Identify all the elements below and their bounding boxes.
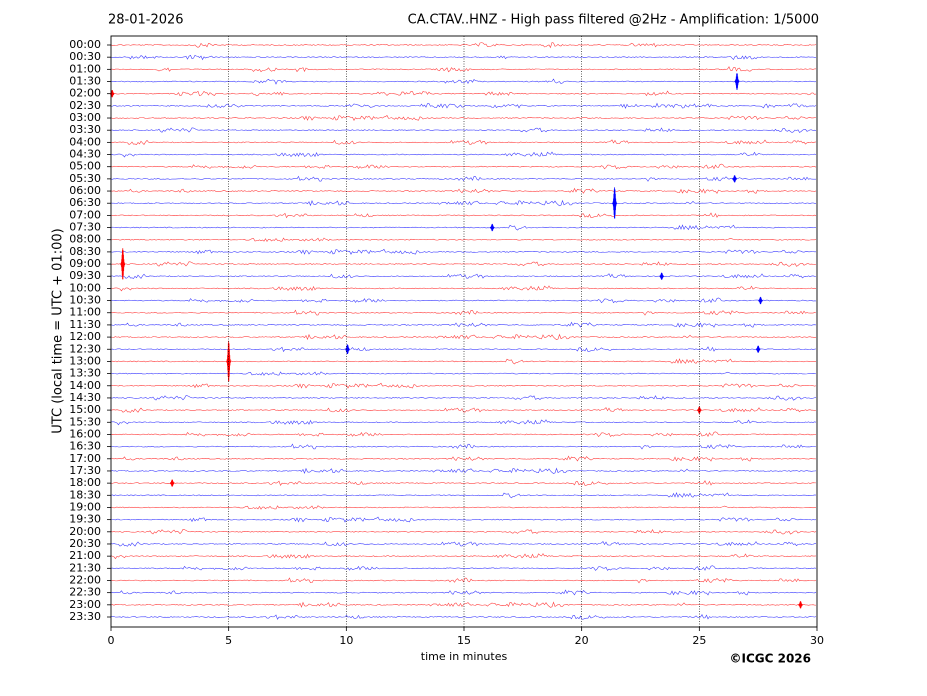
x-tick-label: 20 (575, 634, 589, 647)
trace (110, 492, 817, 499)
y-tick-label: 08:30 (69, 245, 101, 258)
trace (110, 321, 817, 328)
y-tick-label: 20:00 (69, 525, 101, 538)
y-tick-label: 23:30 (69, 610, 101, 623)
trace (110, 54, 817, 61)
y-tick-label: 03:30 (69, 123, 101, 136)
y-tick-label: 14:30 (69, 391, 101, 404)
trace (110, 139, 817, 146)
trace (110, 127, 817, 133)
trace (110, 102, 817, 109)
y-tick-label: 21:00 (69, 549, 101, 562)
y-tick-label: 01:00 (69, 62, 101, 75)
y-tick-label: 04:00 (69, 135, 101, 148)
trace (110, 285, 817, 292)
trace (110, 66, 817, 73)
y-tick-label: 23:00 (69, 598, 101, 611)
event (755, 345, 761, 353)
y-tick-label: 11:30 (69, 318, 101, 331)
chart-title: CA.CTAV..HNZ - High pass filtered @2Hz -… (408, 13, 819, 28)
y-tick-label: 22:30 (69, 586, 101, 599)
y-tick-label: 17:30 (69, 464, 101, 477)
y-tick-label: 07:00 (69, 208, 101, 221)
y-tick-label: 09:30 (69, 269, 101, 282)
credit: ©ICGC 2026 (729, 652, 811, 666)
event (169, 479, 175, 487)
trace (110, 212, 817, 219)
event (732, 175, 737, 183)
y-tick-label: 19:30 (69, 513, 101, 526)
trace (110, 601, 817, 608)
y-tick-label: 03:00 (69, 111, 101, 124)
x-tick-label: 0 (108, 634, 115, 647)
y-tick-label: 13:00 (69, 354, 101, 367)
y-tick-label: 10:30 (69, 294, 101, 307)
y-tick-label: 09:00 (69, 257, 101, 270)
plot-frame (110, 35, 818, 628)
trace (110, 505, 816, 510)
x-tick-label: 5 (225, 634, 232, 647)
x-tick-label: 30 (810, 634, 824, 647)
y-tick-label: 15:00 (69, 403, 101, 416)
y-tick-label: 02:30 (69, 99, 101, 112)
y-tick-label: 19:00 (69, 500, 101, 513)
trace (110, 224, 817, 231)
trace (110, 577, 817, 584)
y-tick-label: 07:30 (69, 221, 101, 234)
trace (110, 395, 817, 401)
y-tick-label: 06:00 (69, 184, 101, 197)
trace (110, 199, 817, 207)
y-tick-label: 11:00 (69, 306, 101, 319)
event (120, 248, 126, 280)
y-tick-label: 02:00 (69, 87, 101, 100)
y-tick-label: 12:30 (69, 342, 101, 355)
y-tick-label: 20:30 (69, 537, 101, 550)
x-tick-label: 10 (339, 634, 353, 647)
event (758, 296, 763, 305)
y-tick-label: 13:30 (69, 367, 101, 380)
trace (110, 42, 817, 49)
trace (110, 419, 817, 426)
y-tick-label: 00:30 (69, 50, 101, 63)
event (659, 272, 665, 280)
y-tick-label: 04:30 (69, 148, 101, 161)
y-tick-label: 15:30 (69, 415, 101, 428)
x-tick-label: 15 (457, 634, 471, 647)
y-tick-label: 06:30 (69, 196, 101, 209)
y-tick-label: 08:00 (69, 233, 101, 246)
y-tick-label: 14:00 (69, 379, 101, 392)
y-tick-label: 22:00 (69, 573, 101, 586)
y-tick-label: 00:00 (69, 38, 101, 51)
x-tick-label: 25 (692, 634, 706, 647)
trace (110, 480, 817, 487)
y-tick-label: 10:00 (69, 281, 101, 294)
y-tick-label: 12:00 (69, 330, 101, 343)
y-axis-label: UTC (local time = UTC + 01:00) (51, 228, 66, 433)
event (612, 187, 618, 219)
date: 28-01-2026 (108, 13, 184, 28)
y-tick-label: 21:30 (69, 561, 101, 574)
y-tick-label: 05:30 (69, 172, 101, 185)
trace (110, 237, 817, 243)
trace (110, 431, 817, 438)
trace (110, 589, 817, 596)
event (798, 601, 803, 609)
y-tick-label: 17:00 (69, 452, 101, 465)
trace (110, 151, 817, 158)
y-tick-label: 18:00 (69, 476, 101, 489)
trace (110, 309, 817, 316)
y-tick-label: 16:30 (69, 440, 101, 453)
event (489, 223, 495, 232)
y-tick-label: 01:30 (69, 75, 101, 88)
event (226, 340, 232, 382)
y-tick-label: 18:30 (69, 488, 101, 501)
y-tick-label: 16:00 (69, 427, 101, 440)
trace (110, 115, 817, 121)
x-axis-label: time in minutes (421, 650, 508, 663)
y-tick-label: 05:00 (69, 160, 101, 173)
trace (110, 528, 817, 535)
event (734, 72, 740, 90)
